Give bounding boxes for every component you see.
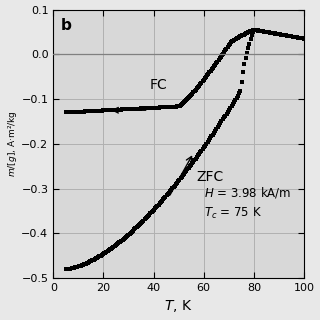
Text: FC: FC [150, 78, 167, 92]
Text: b: b [61, 18, 72, 33]
X-axis label: $T$, K: $T$, K [164, 299, 193, 315]
Text: $H$ = 3.98 kA/m
$T_c$ = 75 K: $H$ = 3.98 kA/m $T_c$ = 75 K [204, 185, 291, 221]
Y-axis label: $m/[g]$, A·m²/kg: $m/[g]$, A·m²/kg [5, 110, 19, 177]
Text: ZFC: ZFC [196, 170, 223, 184]
